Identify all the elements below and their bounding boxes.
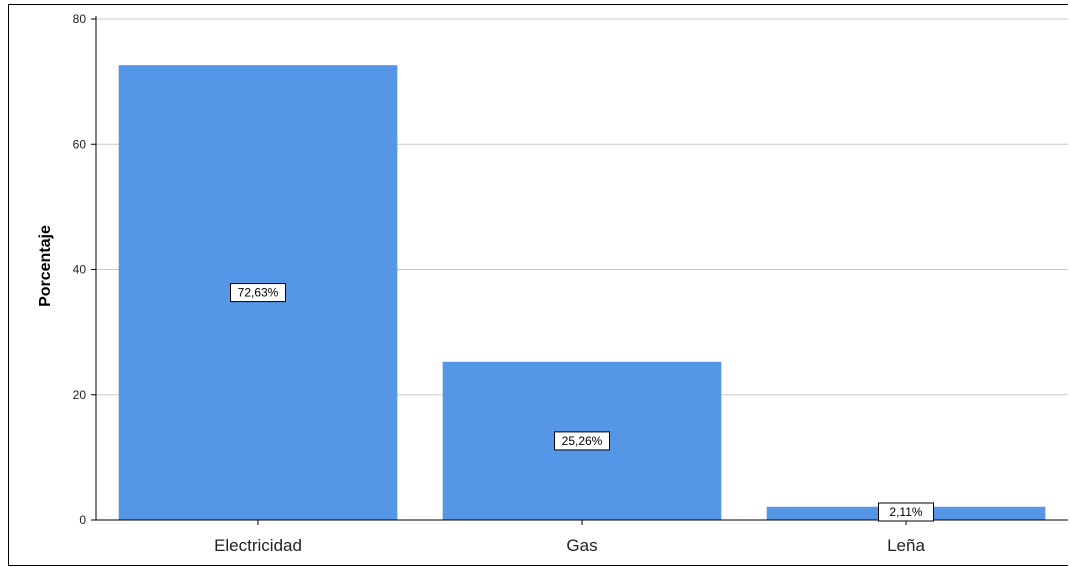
y-tick-label: 40 <box>73 263 87 277</box>
data-label: 2,11% <box>878 502 934 522</box>
y-tick-label: 20 <box>73 388 87 402</box>
y-tick-label: 0 <box>79 513 86 527</box>
x-tick-labels: Electricidad Gas Leña <box>214 520 925 555</box>
chart-frame <box>8 4 1068 566</box>
y-tick-label: 60 <box>73 137 87 151</box>
y-axis-title: Porcentaje <box>37 225 54 307</box>
data-label-box <box>554 431 610 451</box>
data-label-text: 25,26% <box>562 434 603 448</box>
data-label-box <box>878 502 934 522</box>
data-label: 72,63% <box>230 283 286 303</box>
data-label-text: 72,63% <box>238 286 279 300</box>
y-tick-label: 80 <box>73 12 87 26</box>
x-tick-label: Electricidad <box>214 536 302 555</box>
y-tick-labels: 0 20 40 60 80 <box>73 12 96 527</box>
data-label-box <box>230 283 286 303</box>
data-label-text: 2,11% <box>889 505 922 519</box>
x-tick-label: Gas <box>566 536 597 555</box>
data-label: 25,26% <box>554 431 610 451</box>
data-labels: 72,63% 25,26% 2,11% <box>230 283 934 522</box>
x-tick-label: Leña <box>887 536 925 555</box>
